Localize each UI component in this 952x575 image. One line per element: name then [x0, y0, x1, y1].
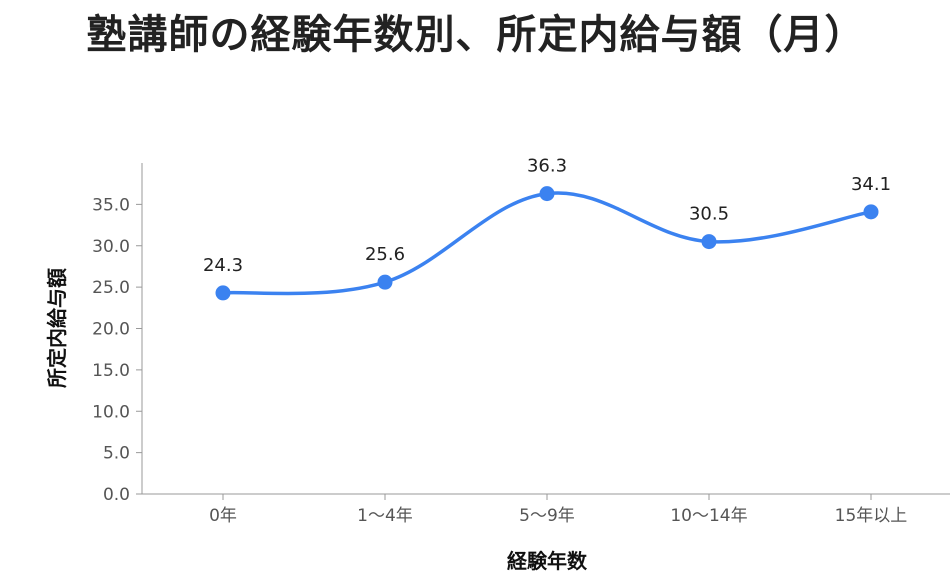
- data-point: [701, 234, 717, 250]
- series-line: [221, 191, 873, 296]
- data-label: 25.6: [365, 244, 405, 265]
- y-axis-title: 所定内給与額: [45, 268, 69, 388]
- x-tick-label: 0年: [209, 506, 237, 526]
- y-tick-label: 20.0: [92, 320, 130, 340]
- data-labels: 24.3 25.6 36.3 30.5 34.1: [203, 156, 891, 276]
- y-tick-label: 0.0: [103, 485, 130, 505]
- y-tick-label: 35.0: [92, 195, 130, 215]
- y-tick-label: 25.0: [92, 278, 130, 298]
- y-ticks: 0.0 5.0 10.0 15.0 20.0 25.0 30.0 35.0: [92, 195, 142, 505]
- axes: [141, 163, 950, 495]
- data-point: [863, 204, 879, 220]
- y-tick-label: 5.0: [103, 444, 130, 464]
- x-tick-label: 1〜4年: [357, 506, 413, 526]
- x-tick-label: 5〜9年: [519, 506, 575, 526]
- data-label: 34.1: [851, 174, 891, 195]
- chart-title: 塾講師の経験年数別、所定内給与額（月）: [86, 12, 866, 58]
- data-point: [539, 186, 555, 202]
- data-label: 36.3: [527, 156, 567, 177]
- x-tick-label: 15年以上: [835, 506, 908, 526]
- data-label: 24.3: [203, 255, 243, 276]
- x-ticks: 0年 1〜4年 5〜9年 10〜14年 15年以上: [209, 494, 907, 526]
- data-point: [215, 285, 231, 301]
- y-tick-label: 10.0: [92, 402, 130, 422]
- data-points: [215, 186, 879, 301]
- data-label: 30.5: [689, 204, 729, 225]
- x-tick-label: 10〜14年: [670, 506, 747, 526]
- x-axis-title: 経験年数: [507, 549, 588, 573]
- y-tick-label: 30.0: [92, 237, 130, 257]
- data-point: [377, 274, 393, 290]
- y-tick-label: 15.0: [92, 361, 130, 381]
